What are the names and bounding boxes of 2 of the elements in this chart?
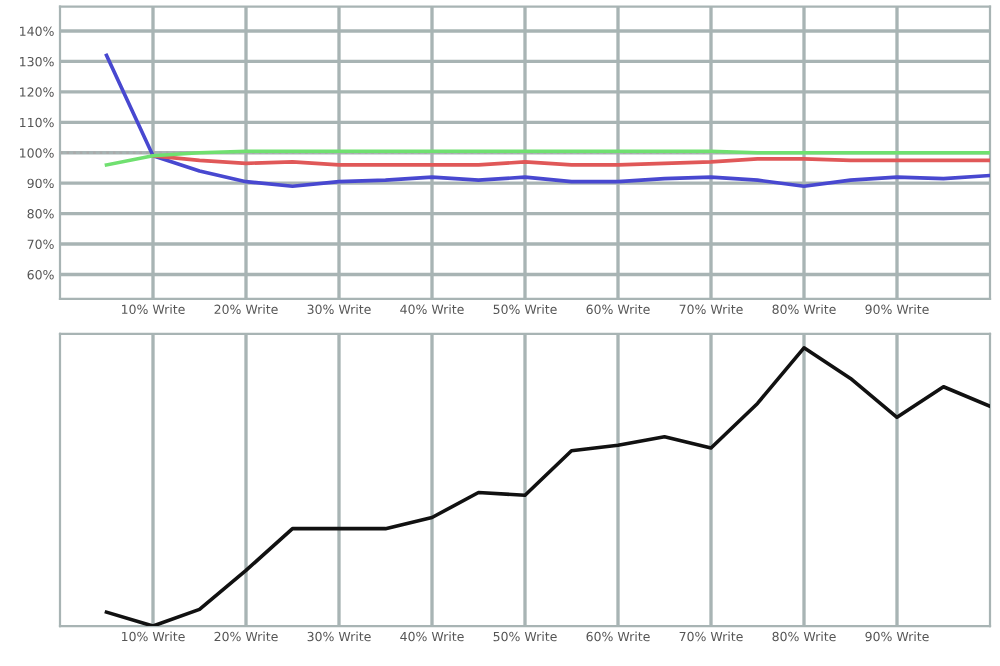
line-series (104, 53, 990, 189)
line-series (104, 149, 990, 167)
